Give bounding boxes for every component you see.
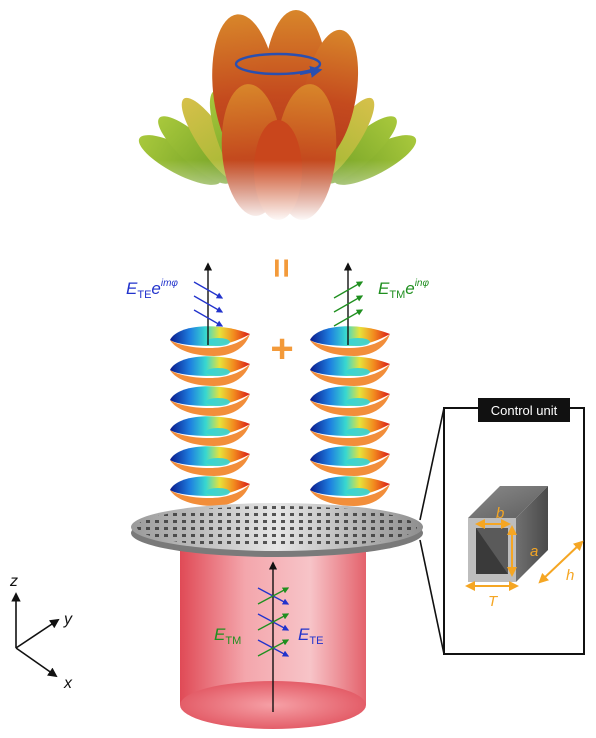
- radiation-pattern: [130, 10, 430, 222]
- input-beam-cylinder: [180, 535, 366, 729]
- dim-h-label: h: [566, 567, 574, 584]
- axis-x-label: x: [63, 675, 73, 692]
- tm-field-label: ETMeinφ: [378, 278, 429, 301]
- control-unit-panel: Control unit b a T h: [443, 398, 585, 655]
- coordinate-axes: [11, 592, 60, 678]
- input-tm-label: ETM: [214, 625, 241, 647]
- input-te-label: ETE: [298, 625, 323, 647]
- tm-polarization-arrows: [333, 281, 364, 327]
- axis-z-label: z: [9, 573, 18, 590]
- te-field-label: ETEeimφ: [126, 278, 178, 301]
- te-polarization-arrows: [193, 281, 224, 327]
- circular-arrow-icon: [234, 52, 323, 78]
- tm-helical-beam: [310, 262, 390, 506]
- equals-symbol: =: [262, 258, 300, 278]
- axis-y-label: y: [63, 611, 73, 628]
- te-helical-beam: [170, 262, 250, 506]
- dim-T-label: T: [488, 593, 499, 610]
- dim-b-label: b: [496, 505, 504, 522]
- dimension-arrows: [465, 519, 584, 591]
- zoom-lines: [419, 407, 445, 655]
- metasurface-plate: [131, 503, 423, 557]
- control-unit-title: Control unit: [491, 403, 558, 418]
- dim-a-label: a: [530, 543, 538, 560]
- input-tm-arrows: [257, 587, 290, 657]
- plus-symbol: +: [270, 327, 293, 371]
